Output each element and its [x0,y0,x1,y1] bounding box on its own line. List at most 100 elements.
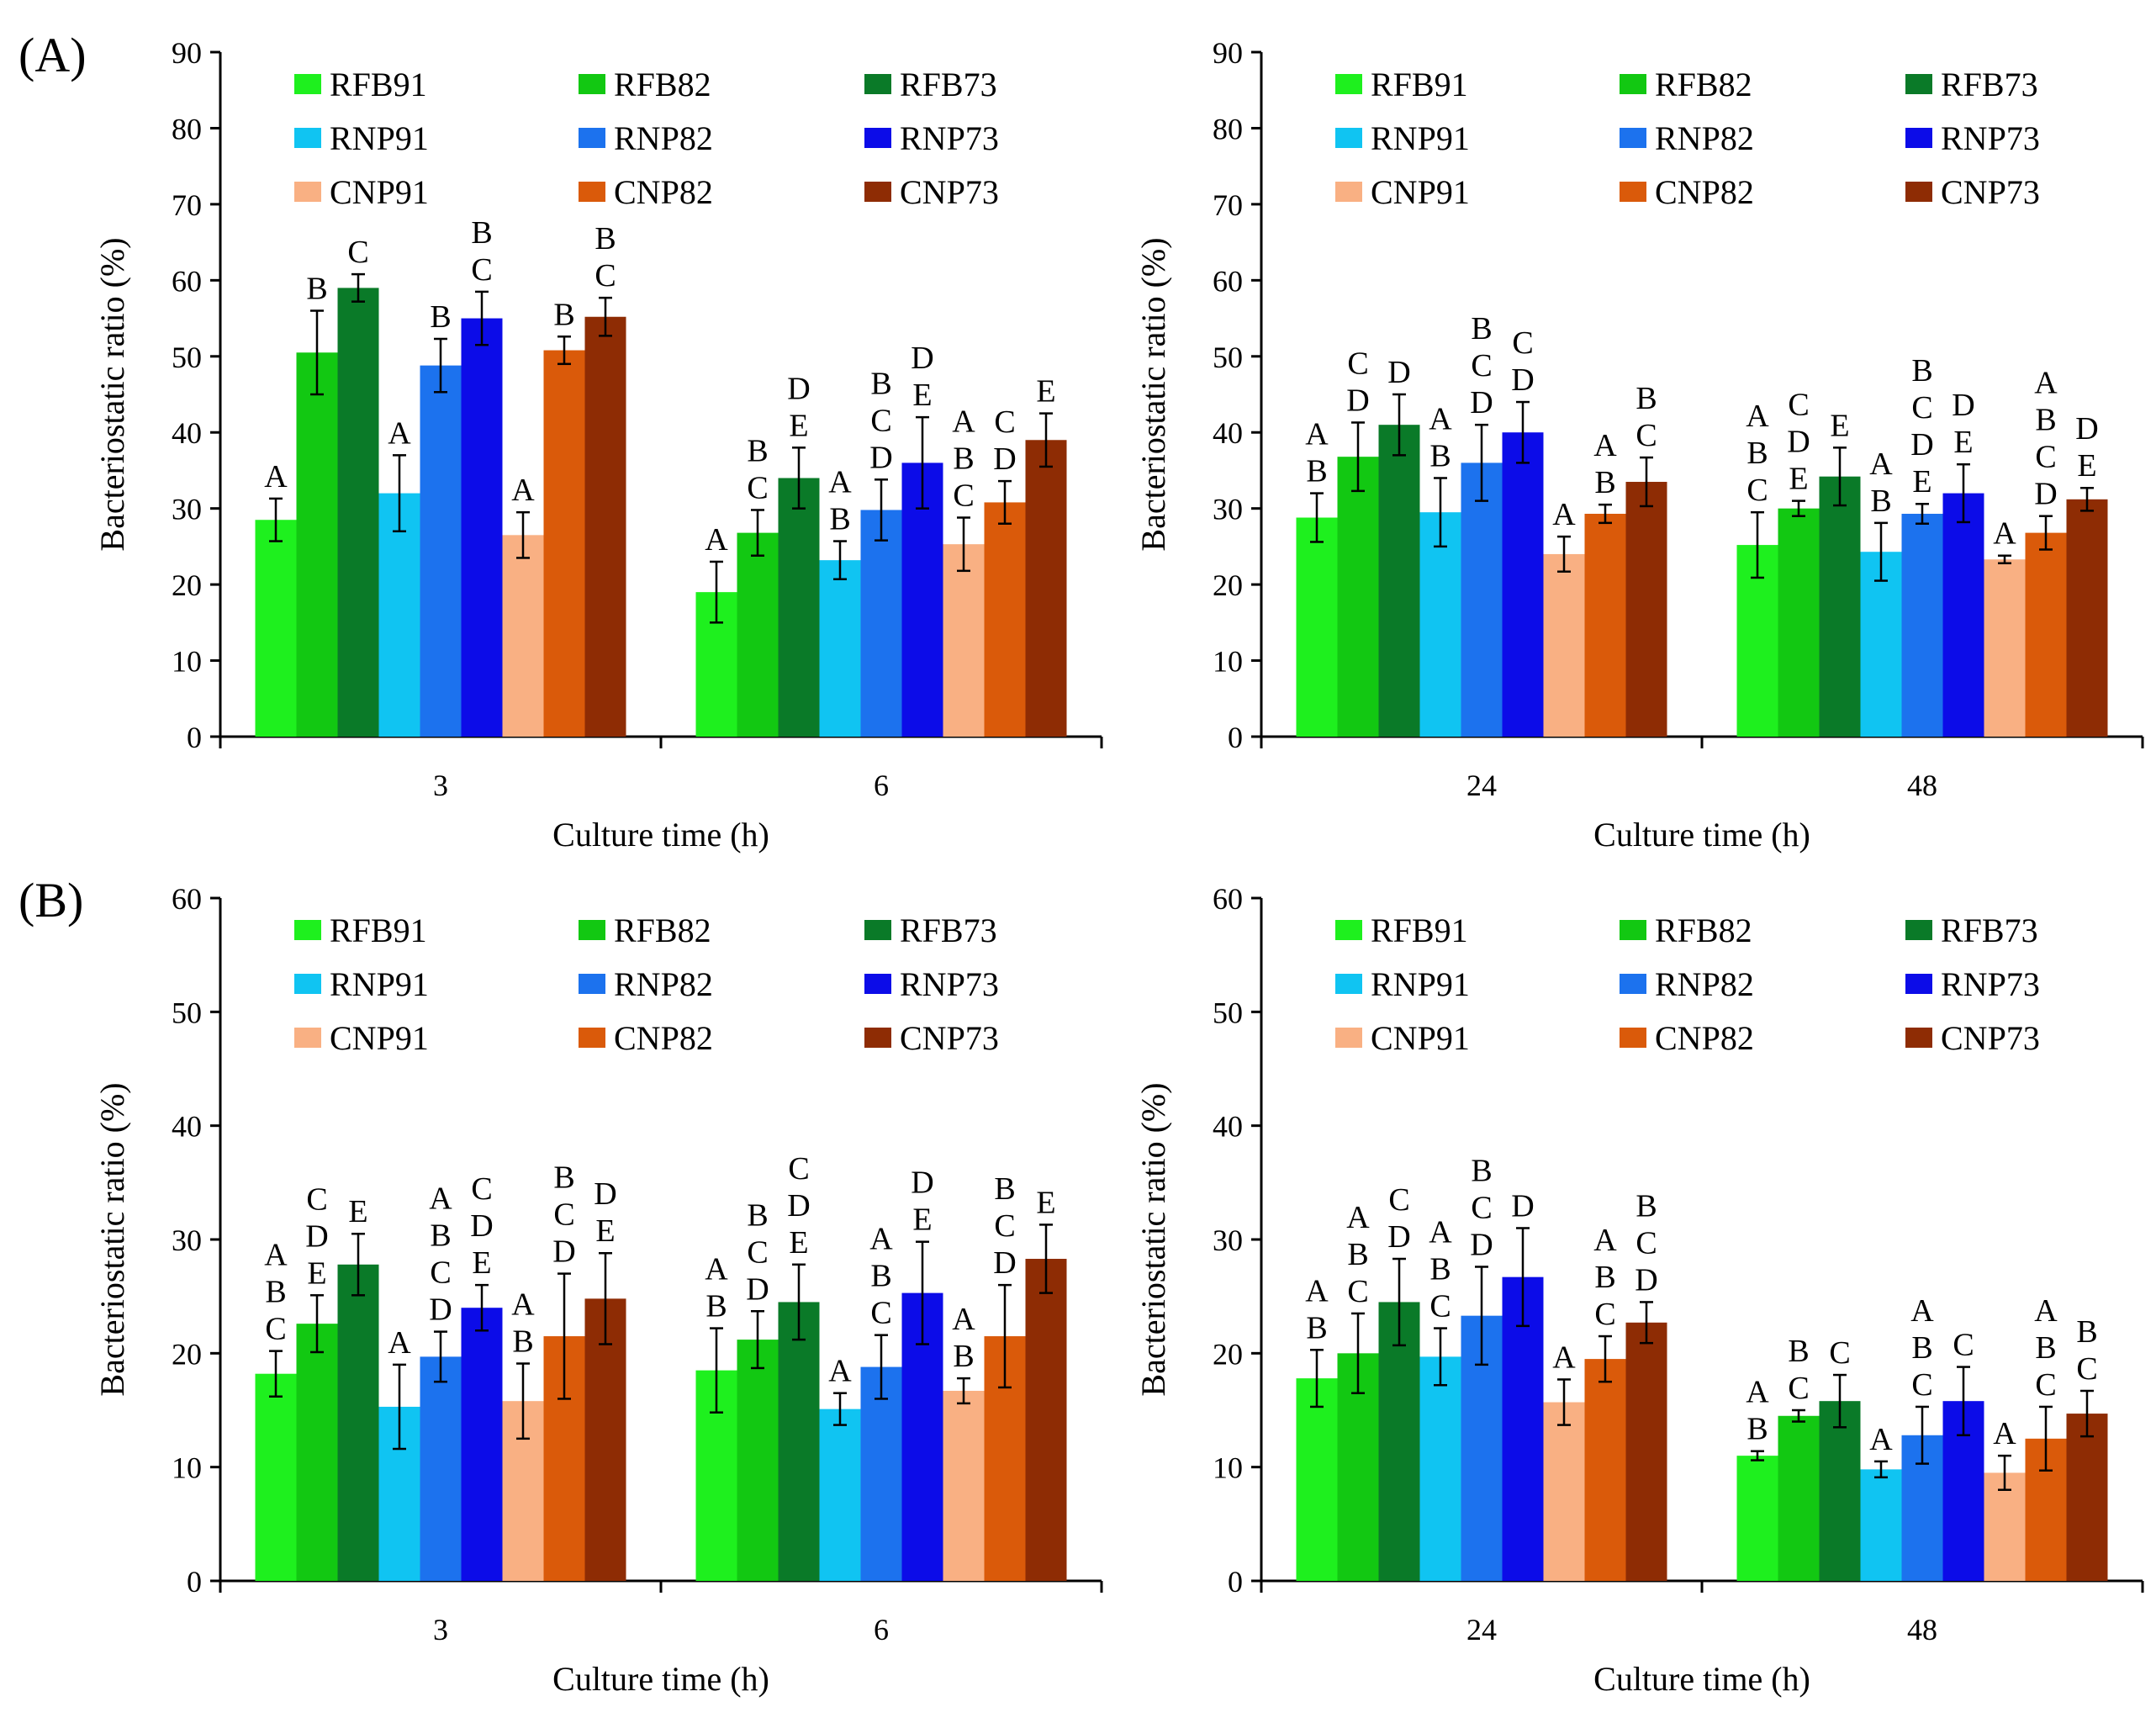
significance-letter: E [1912,464,1931,499]
legend-label: RNP91 [1371,965,1470,1003]
chart-4: 0 10 20 30 40 50 60 24 48 Culture time (h) Bacteri… [1134,882,2144,1698]
significance-letter: B [1911,1330,1932,1366]
bar-rnp82 [860,510,902,737]
significance-letters: D [1511,1188,1534,1224]
y-tick-label: 0 [1228,721,1243,754]
significance-letters: AB [1305,417,1329,489]
significance-letter: C [2035,1367,2056,1403]
bar-rfb73 [1378,1302,1420,1581]
significance-letter: C [347,235,368,270]
significance-letters: DE [911,341,933,413]
legend-label: CNP73 [900,1019,999,1057]
significance-letter: D [911,341,933,376]
significance-letter: D [1635,1262,1657,1298]
legend-label: RNP91 [330,965,429,1003]
significance-letter: C [1635,418,1657,453]
significance-letters: E [1036,374,1055,410]
significance-letter: D [746,1271,769,1307]
y-tick-label: 0 [187,1565,202,1599]
significance-letter: B [471,215,492,251]
significance-letters: BC [747,433,768,505]
significance-letter: A [1552,497,1576,532]
significance-letter: D [1511,1188,1534,1224]
bar-rnp91 [1860,1469,1902,1581]
y-tick-label: 30 [172,493,202,526]
y-tick-label: 10 [172,1451,202,1485]
significance-letters: BC [2076,1314,2097,1387]
significance-letters: CD [1387,1182,1410,1255]
bar-rfb73 [337,1264,379,1581]
legend-swatch [1620,182,1646,202]
significance-letter: E [1789,462,1808,497]
significance-letters: A [1552,497,1576,532]
y-axis-title: Bacteriostatic ratio (%) [1134,1082,1172,1396]
significance-letters: A [828,1354,852,1389]
significance-letter: B [870,366,891,401]
legend-swatch [1620,74,1646,94]
x-tick-label: 3 [433,1613,448,1646]
significance-letter: B [1429,1252,1451,1287]
significance-letter: A [1993,1416,2016,1451]
significance-letter: A [1552,1340,1576,1375]
significance-letters: BCD [993,1171,1016,1281]
bar-rnp82 [860,1366,902,1581]
significance-letter: B [2076,1314,2097,1350]
significance-letter: A [1593,1223,1617,1258]
significance-letter: E [2077,448,2096,484]
significance-letter: B [1594,465,1615,500]
bar-cnp91 [943,1390,985,1581]
legend-swatch [1335,974,1362,994]
y-tick-label: 30 [1213,493,1243,526]
bar-cnp73 [2066,1414,2108,1581]
significance-letter: A [388,415,411,451]
bar-rnp91 [1419,1356,1461,1581]
y-tick-label: 40 [172,1110,202,1144]
significance-letter: A [705,522,728,558]
significance-letters: A [1552,1340,1576,1375]
significance-letter: D [470,1208,493,1244]
legend-label: CNP82 [614,1019,713,1057]
x-tick-label: 6 [874,1613,889,1646]
significance-letter: C [265,1312,286,1347]
significance-letter: B [430,299,451,335]
bar-rnp82 [1901,513,1943,737]
y-tick-label: 10 [172,645,202,679]
significance-letter: B [1471,1153,1492,1188]
significance-letter: A [264,459,288,494]
legend-swatch [1620,128,1646,148]
legend-swatch [294,974,321,994]
significance-letters: A [264,459,288,494]
bar-rfb82 [1778,1415,1820,1581]
significance-letters: A [388,415,411,451]
legend-label: RNP82 [614,965,713,1003]
legend-swatch [1335,128,1362,148]
legend-label: CNP91 [1371,1019,1470,1057]
bar-rfb91 [255,520,297,737]
bar-rnp82 [420,365,462,737]
significance-letter: D [1910,427,1933,462]
significance-letter: D [594,1176,616,1212]
y-axis-title: Bacteriostatic ratio (%) [93,237,131,551]
legend-swatch [294,920,321,940]
y-tick-label: 90 [172,36,202,70]
significance-letter: B [1306,454,1327,489]
chart-2: 0 10 20 30 40 50 60 70 80 90 24 48 Culture time (h) B… [1134,36,2144,854]
significance-letter: C [2076,1351,2097,1387]
y-tick-label: 0 [1228,1565,1243,1599]
significance-letter: E [912,1202,932,1238]
legend-label: RFB73 [900,912,997,949]
significance-letters: E [1830,408,1849,443]
significance-letter: C [953,478,974,514]
legend-swatch [1905,974,1932,994]
bar-rfb73 [1378,425,1420,737]
bar-cnp91 [1543,553,1585,737]
significance-letter: B [1635,381,1657,416]
legend-label: RNP73 [900,965,999,1003]
legend-label: RFB73 [900,66,997,103]
x-tick-label: 48 [1907,769,1937,802]
bar-rnp73 [1502,432,1544,737]
y-tick-label: 30 [172,1224,202,1257]
significance-letters: CD [993,404,1016,477]
legend-label: RNP82 [614,119,713,157]
